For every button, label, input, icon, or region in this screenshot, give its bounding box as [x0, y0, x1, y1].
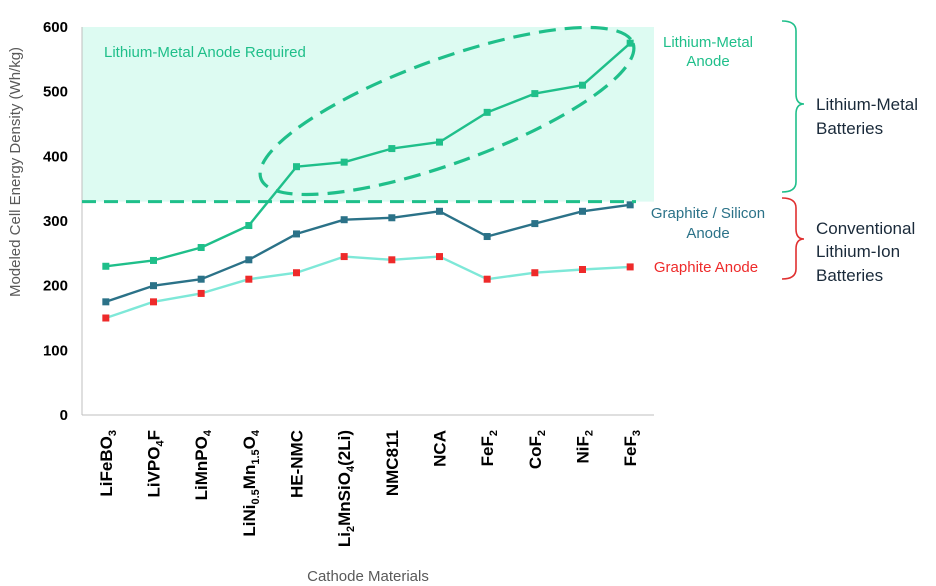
data-point-graphite-silicon [340, 216, 348, 224]
data-point-graphite [388, 256, 396, 264]
lithium-metal-required-region [82, 27, 654, 202]
data-point-lithium-metal [531, 90, 539, 98]
data-point-lithium-metal [483, 108, 491, 116]
x-tick-label: LiNi0.5Mn1.5O4 [240, 429, 262, 536]
y-tick-label: 400 [43, 148, 68, 165]
group-label-lithium-metal-line1: Lithium-Metal [816, 95, 918, 114]
data-point-graphite-silicon [197, 275, 205, 283]
x-tick-label: CoF2 [526, 430, 548, 469]
data-point-graphite-silicon [531, 220, 539, 228]
data-point-graphite-silicon [483, 233, 491, 241]
data-point-graphite [102, 314, 110, 322]
data-point-lithium-metal [436, 138, 443, 146]
data-point-lithium-metal [293, 163, 300, 171]
data-point-graphite-silicon [293, 230, 300, 238]
data-point-lithium-metal [150, 256, 157, 264]
data-point-lithium-metal [245, 222, 253, 230]
group-label-conventional-line2: Lithium-Ion [816, 242, 900, 261]
data-point-graphite [293, 269, 300, 277]
data-point-lithium-metal [388, 145, 396, 153]
series-line-lithium-metal [105, 42, 631, 268]
y-tick-label: 500 [43, 84, 68, 101]
data-point-lithium-metal [626, 39, 634, 47]
series-label-graphite-silicon-line1: Graphite / Silicon [651, 205, 765, 222]
data-point-graphite-silicon [388, 214, 396, 222]
data-point-lithium-metal [102, 262, 110, 270]
x-tick-label: LiVPO4F [145, 430, 167, 498]
series-label-lithium-metal-line1: Lithium-Metal [663, 34, 753, 51]
group-label-conventional-line1: Conventional [816, 219, 915, 238]
data-point-graphite [340, 253, 348, 261]
data-point-graphite-silicon [102, 298, 110, 306]
lithium-metal-batteries-bracket [781, 20, 805, 193]
group-label-lithium-metal-line2: Batteries [816, 119, 883, 138]
data-point-graphite-silicon [150, 282, 157, 290]
y-tick-label: 0 [60, 407, 68, 424]
data-point-graphite-silicon [579, 207, 586, 215]
series-line-graphite [105, 255, 631, 320]
data-point-graphite [436, 253, 443, 261]
group-label-conventional-line3: Batteries [816, 266, 883, 285]
data-point-graphite-silicon [626, 201, 634, 209]
series-label-lithium-metal-line2: Anode [686, 53, 729, 70]
x-tick-label: NiF2 [574, 430, 596, 464]
y-tick-label: 300 [43, 213, 68, 230]
data-point-graphite [483, 275, 491, 283]
x-tick-label: LiMnPO4 [192, 429, 214, 500]
y-tick-label: 600 [43, 19, 68, 36]
x-tick-label: NMC811 [383, 430, 402, 496]
data-point-graphite [579, 266, 586, 273]
data-point-lithium-metal [340, 158, 348, 166]
series-label-graphite-silicon-line2: Anode [686, 225, 729, 242]
data-point-lithium-metal [579, 81, 586, 89]
x-tick-label: Li2MnSiO4(2Li) [335, 430, 357, 547]
plot-area: 0 100 200 300 400 500 600 LiFeBO3 LiVPO4F LiMnPO4… [43, 19, 654, 547]
data-point-graphite [531, 269, 539, 277]
region-label: Lithium-Metal Anode Required [104, 44, 306, 61]
x-tick-label: NCA [431, 430, 450, 467]
data-point-graphite [197, 289, 205, 297]
data-point-graphite-silicon [245, 256, 253, 264]
lithium-metal-highlight-ellipse [258, 25, 636, 197]
data-point-graphite-silicon [436, 207, 443, 215]
x-tick-label: HE-NMC [288, 430, 307, 498]
series-line-graphite-silicon [105, 203, 631, 303]
conventional-batteries-bracket [781, 197, 805, 280]
data-point-graphite [245, 275, 253, 283]
y-tick-label: 100 [43, 342, 68, 359]
x-tick-label: FeF3 [621, 430, 643, 466]
x-tick-label: FeF2 [478, 430, 500, 466]
data-point-graphite [150, 298, 157, 306]
data-point-lithium-metal [197, 244, 205, 252]
y-tick-label: 200 [43, 278, 68, 295]
x-tick-label: LiFeBO3 [97, 430, 119, 497]
x-axis-title: Cathode Materials [307, 568, 429, 585]
series-label-graphite: Graphite Anode [654, 259, 758, 276]
data-point-graphite [626, 263, 634, 271]
y-axis-title: Modeled Cell Energy Density (Wh/kg) [7, 47, 24, 297]
